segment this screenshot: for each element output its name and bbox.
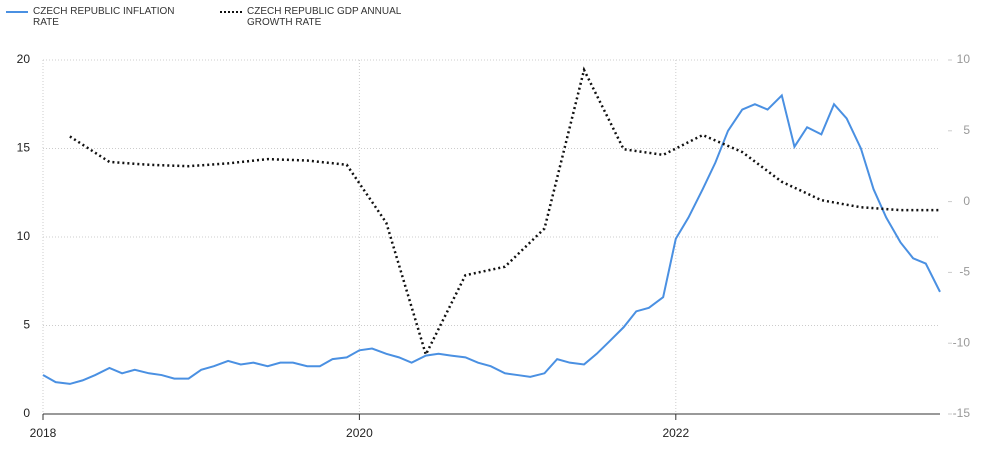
y2-tick-label: 0: [963, 194, 970, 208]
legend-swatch: [220, 11, 242, 13]
x-tick-label: 2020: [346, 426, 373, 440]
data-line: [69, 66, 940, 358]
y2-tick-label: 5: [963, 123, 970, 137]
x-tick-label: 2022: [662, 426, 689, 440]
y-tick-label: 20: [17, 52, 31, 66]
legend-item: CZECH REPUBLIC GDP ANNUAL GROWTH RATE: [220, 6, 420, 28]
legend-label: CZECH REPUBLIC INFLATION RATE: [33, 6, 175, 28]
legend-item: CZECH REPUBLIC INFLATION RATE: [6, 6, 206, 28]
legend-label: CZECH REPUBLIC GDP ANNUAL GROWTH RATE: [247, 6, 401, 28]
y2-tick-label: -15: [953, 406, 971, 420]
legend-swatch: [6, 11, 28, 13]
y-tick-label: 0: [23, 406, 30, 420]
y-tick-label: 15: [17, 141, 31, 155]
y2-tick-label: -5: [959, 265, 970, 279]
y2-tick-label: -10: [953, 335, 971, 349]
y2-tick-label: 10: [957, 52, 971, 66]
legend: CZECH REPUBLIC INFLATION RATE CZECH REPUB…: [6, 6, 420, 28]
y-tick-label: 5: [23, 318, 30, 332]
x-tick-label: 2018: [30, 426, 57, 440]
data-line: [42, 93, 941, 385]
y-tick-label: 10: [17, 229, 31, 243]
